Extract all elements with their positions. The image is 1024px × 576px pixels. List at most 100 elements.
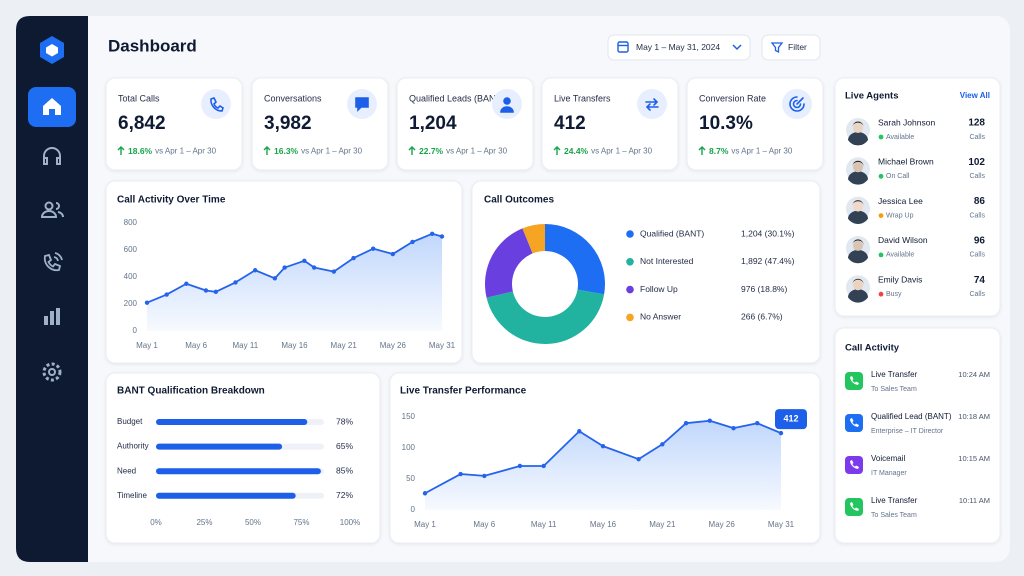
kpi-compare: vs Apr 1 – Apr 30 — [731, 147, 792, 156]
data-point — [778, 430, 784, 436]
calendar-icon — [617, 41, 629, 53]
chart-title: Call Activity Over Time — [117, 195, 226, 206]
line — [146, 232, 443, 304]
legend-swatch — [626, 258, 634, 266]
annotation: 412 — [783, 413, 798, 423]
x-tick-label: May 6 — [185, 341, 207, 350]
trend-up-arrow — [698, 146, 706, 155]
data-point — [439, 234, 445, 239]
x-tick-label: 75% — [293, 518, 309, 527]
x-tick-label: May 21 — [649, 520, 676, 529]
kpi-value: 412 — [554, 113, 586, 134]
activity-title: Live Transfer — [871, 370, 918, 379]
kpi-icon-bg — [637, 89, 667, 119]
activity-icon-bg — [845, 456, 863, 474]
line-area — [147, 233, 442, 331]
bar-value-label: 78% — [336, 416, 353, 426]
agent-calls-unit: Calls — [969, 252, 985, 259]
data-point — [331, 269, 337, 274]
x-tick-label: May 6 — [473, 520, 495, 529]
chevron-down — [732, 44, 742, 51]
status-dot — [878, 213, 884, 219]
data-point — [429, 231, 435, 236]
activity-time: 10:18 AM — [958, 412, 990, 421]
data-point — [351, 255, 356, 261]
x-tick-label: May 1 — [136, 341, 158, 350]
kpi-icon — [500, 97, 514, 113]
legend-value: 1,892 (47.4%) — [741, 256, 795, 266]
agent-calls: 74 — [974, 275, 986, 286]
kpi-compare: vs Apr 1 – Apr 30 — [301, 147, 362, 156]
data-point — [311, 265, 317, 270]
agent-calls-unit: Calls — [969, 173, 985, 180]
status-dot — [878, 252, 884, 258]
data-point — [144, 300, 150, 305]
data-point — [482, 473, 487, 479]
data-point — [600, 443, 606, 449]
activity-icon-bg — [845, 372, 863, 390]
data-point — [422, 491, 428, 496]
view-all-link[interactable]: View All — [960, 91, 990, 100]
activity-icon — [850, 460, 859, 469]
agent-avatar-body — [848, 210, 868, 224]
trend-up-arrow — [408, 146, 416, 155]
x-tick-label: May 16 — [590, 520, 617, 529]
kpi-icon — [645, 98, 659, 111]
chart-title: Live Transfer Performance — [400, 386, 527, 397]
bar — [156, 419, 308, 425]
data-point — [213, 289, 219, 295]
bar-value-label: 65% — [336, 441, 353, 451]
kpi-label: Live Transfers — [554, 93, 611, 103]
kpi-value: 1,204 — [409, 113, 457, 134]
activity-icon — [850, 418, 859, 427]
data-point — [541, 463, 546, 469]
panel-title: Call Activity — [845, 343, 900, 354]
agent-status: Busy — [886, 291, 902, 298]
legend-swatch — [626, 230, 634, 238]
agent-calls: 102 — [968, 157, 985, 168]
legend-swatch — [626, 313, 634, 322]
agent-avatar-face — [853, 280, 863, 291]
bar-label: Budget — [117, 417, 143, 426]
x-tick-label: 50% — [245, 518, 261, 527]
chart-title: Call Outcomes — [484, 195, 554, 206]
donut-segment — [486, 289, 605, 345]
filter-button[interactable] — [761, 34, 821, 61]
bar — [156, 492, 296, 499]
nav-users-icon[interactable] — [44, 201, 54, 211]
y-tick-label: 100 — [402, 443, 416, 452]
agent-avatar-face — [853, 201, 863, 212]
agent-avatar-face — [853, 123, 863, 133]
agent-name: Sarah Johnson — [878, 117, 935, 127]
y-tick-label: 0 — [133, 326, 138, 335]
nav-reports-icon[interactable] — [44, 308, 60, 325]
activity-icon-bg — [845, 498, 863, 516]
data-point — [731, 425, 736, 431]
data-point — [272, 276, 278, 281]
nav-phone-icon[interactable] — [43, 252, 63, 272]
legend-swatch — [626, 285, 634, 294]
nav-headset-icon[interactable] — [43, 147, 61, 165]
agent-calls-unit: Calls — [969, 291, 985, 298]
data-point — [252, 268, 258, 273]
data-point — [707, 418, 712, 423]
data-point — [636, 456, 641, 462]
agent-calls: 96 — [974, 236, 986, 247]
x-tick-label: May 16 — [281, 341, 308, 350]
date-range-button[interactable] — [607, 34, 751, 61]
activity-time: 10:24 AM — [958, 370, 990, 379]
data-point — [203, 288, 209, 293]
trend-up-arrow — [117, 146, 125, 155]
y-tick-label: 400 — [124, 272, 138, 281]
data-point — [683, 421, 689, 426]
y-tick-label: 800 — [124, 218, 138, 227]
agent-avatar-hair — [852, 121, 864, 127]
activity-subtitle: IT Manager — [871, 470, 907, 477]
bar-label: Timeline — [117, 491, 147, 500]
x-tick-label: May 26 — [380, 341, 407, 350]
agent-avatar-face — [853, 162, 863, 173]
y-tick-label: 200 — [124, 299, 138, 308]
activity-subtitle: Enterprise – IT Director — [871, 428, 944, 435]
data-point — [233, 280, 238, 285]
nav-settings-icon[interactable] — [42, 362, 62, 382]
